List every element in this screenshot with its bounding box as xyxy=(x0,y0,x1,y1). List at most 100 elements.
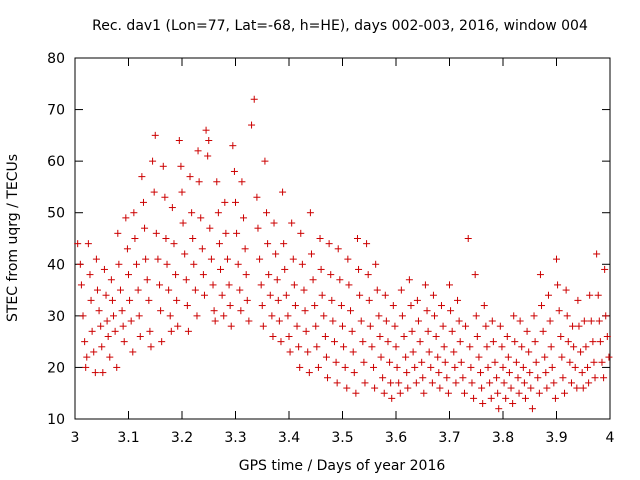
data-point xyxy=(548,363,556,371)
data-point xyxy=(288,219,296,227)
data-point xyxy=(115,260,123,268)
data-point xyxy=(498,343,506,351)
data-point xyxy=(437,302,445,310)
data-point xyxy=(534,374,542,382)
data-point xyxy=(150,188,158,196)
data-point xyxy=(575,322,583,330)
data-point xyxy=(141,224,149,232)
data-point xyxy=(81,338,89,346)
data-point xyxy=(83,353,91,361)
data-point xyxy=(237,307,245,315)
data-point xyxy=(193,312,201,320)
data-point xyxy=(165,286,173,294)
data-point xyxy=(429,291,437,299)
data-point xyxy=(175,137,183,145)
data-point xyxy=(92,255,100,263)
data-point xyxy=(487,394,495,402)
chart-title: Rec. dav1 (Lon=77, Lat=-68, h=HE), days … xyxy=(92,18,588,34)
data-point xyxy=(594,291,602,299)
data-point xyxy=(113,363,121,371)
data-point xyxy=(377,353,385,361)
data-point xyxy=(590,358,598,366)
data-point xyxy=(324,374,332,382)
data-point xyxy=(569,322,577,330)
x-tick-label: 4 xyxy=(606,430,615,446)
data-point xyxy=(573,384,581,392)
data-point xyxy=(600,374,608,382)
data-point xyxy=(486,379,494,387)
data-point xyxy=(242,271,250,279)
data-point xyxy=(250,95,258,103)
data-point xyxy=(233,229,241,237)
data-point xyxy=(379,374,387,382)
data-point xyxy=(470,394,478,402)
data-point xyxy=(93,286,101,294)
data-point xyxy=(432,332,440,340)
data-point xyxy=(363,240,371,248)
data-point xyxy=(341,363,349,371)
data-point xyxy=(127,317,135,325)
data-point xyxy=(439,322,447,330)
data-point xyxy=(411,363,419,371)
data-point xyxy=(520,379,528,387)
data-point xyxy=(500,379,508,387)
data-point xyxy=(402,353,410,361)
data-point xyxy=(286,348,294,356)
data-point xyxy=(388,394,396,402)
data-point xyxy=(519,363,527,371)
data-point xyxy=(558,353,566,361)
data-point xyxy=(516,317,524,325)
data-point xyxy=(110,312,118,320)
data-point xyxy=(593,250,601,258)
data-point xyxy=(138,173,146,181)
data-point xyxy=(221,198,229,206)
data-point xyxy=(281,265,289,273)
data-point xyxy=(298,260,306,268)
data-point xyxy=(480,302,488,310)
data-point xyxy=(322,353,330,361)
data-point xyxy=(161,193,169,201)
data-point xyxy=(245,317,253,325)
data-point xyxy=(183,302,191,310)
data-point xyxy=(156,281,164,289)
data-point xyxy=(104,332,112,340)
data-point xyxy=(198,245,206,253)
data-point xyxy=(222,229,230,237)
data-point xyxy=(467,363,475,371)
data-point xyxy=(495,405,503,413)
data-point xyxy=(344,255,352,263)
data-point xyxy=(509,400,517,408)
data-point xyxy=(147,343,155,351)
data-point xyxy=(349,348,357,356)
data-point xyxy=(205,137,213,145)
data-point xyxy=(195,178,203,186)
plot-frame xyxy=(74,57,611,420)
data-point xyxy=(197,214,205,222)
y-tick-label: 70 xyxy=(47,103,65,119)
data-point xyxy=(366,322,374,330)
data-point xyxy=(360,358,368,366)
data-point xyxy=(330,338,338,346)
data-point xyxy=(392,343,400,351)
data-point xyxy=(136,332,144,340)
data-point xyxy=(365,296,373,304)
data-point xyxy=(102,291,110,299)
data-point xyxy=(103,317,111,325)
data-point xyxy=(450,348,458,356)
data-point xyxy=(300,286,308,294)
data-point xyxy=(535,389,543,397)
data-point xyxy=(511,338,519,346)
data-point xyxy=(536,271,544,279)
data-point xyxy=(258,302,266,310)
data-point xyxy=(337,302,345,310)
data-point xyxy=(389,302,397,310)
data-point xyxy=(541,353,549,361)
data-point xyxy=(130,209,138,217)
data-point xyxy=(265,271,273,279)
data-point xyxy=(189,235,197,242)
data-point xyxy=(405,276,413,284)
data-point xyxy=(462,322,470,330)
data-point xyxy=(464,235,472,242)
data-point xyxy=(404,384,412,392)
data-point xyxy=(174,322,182,330)
